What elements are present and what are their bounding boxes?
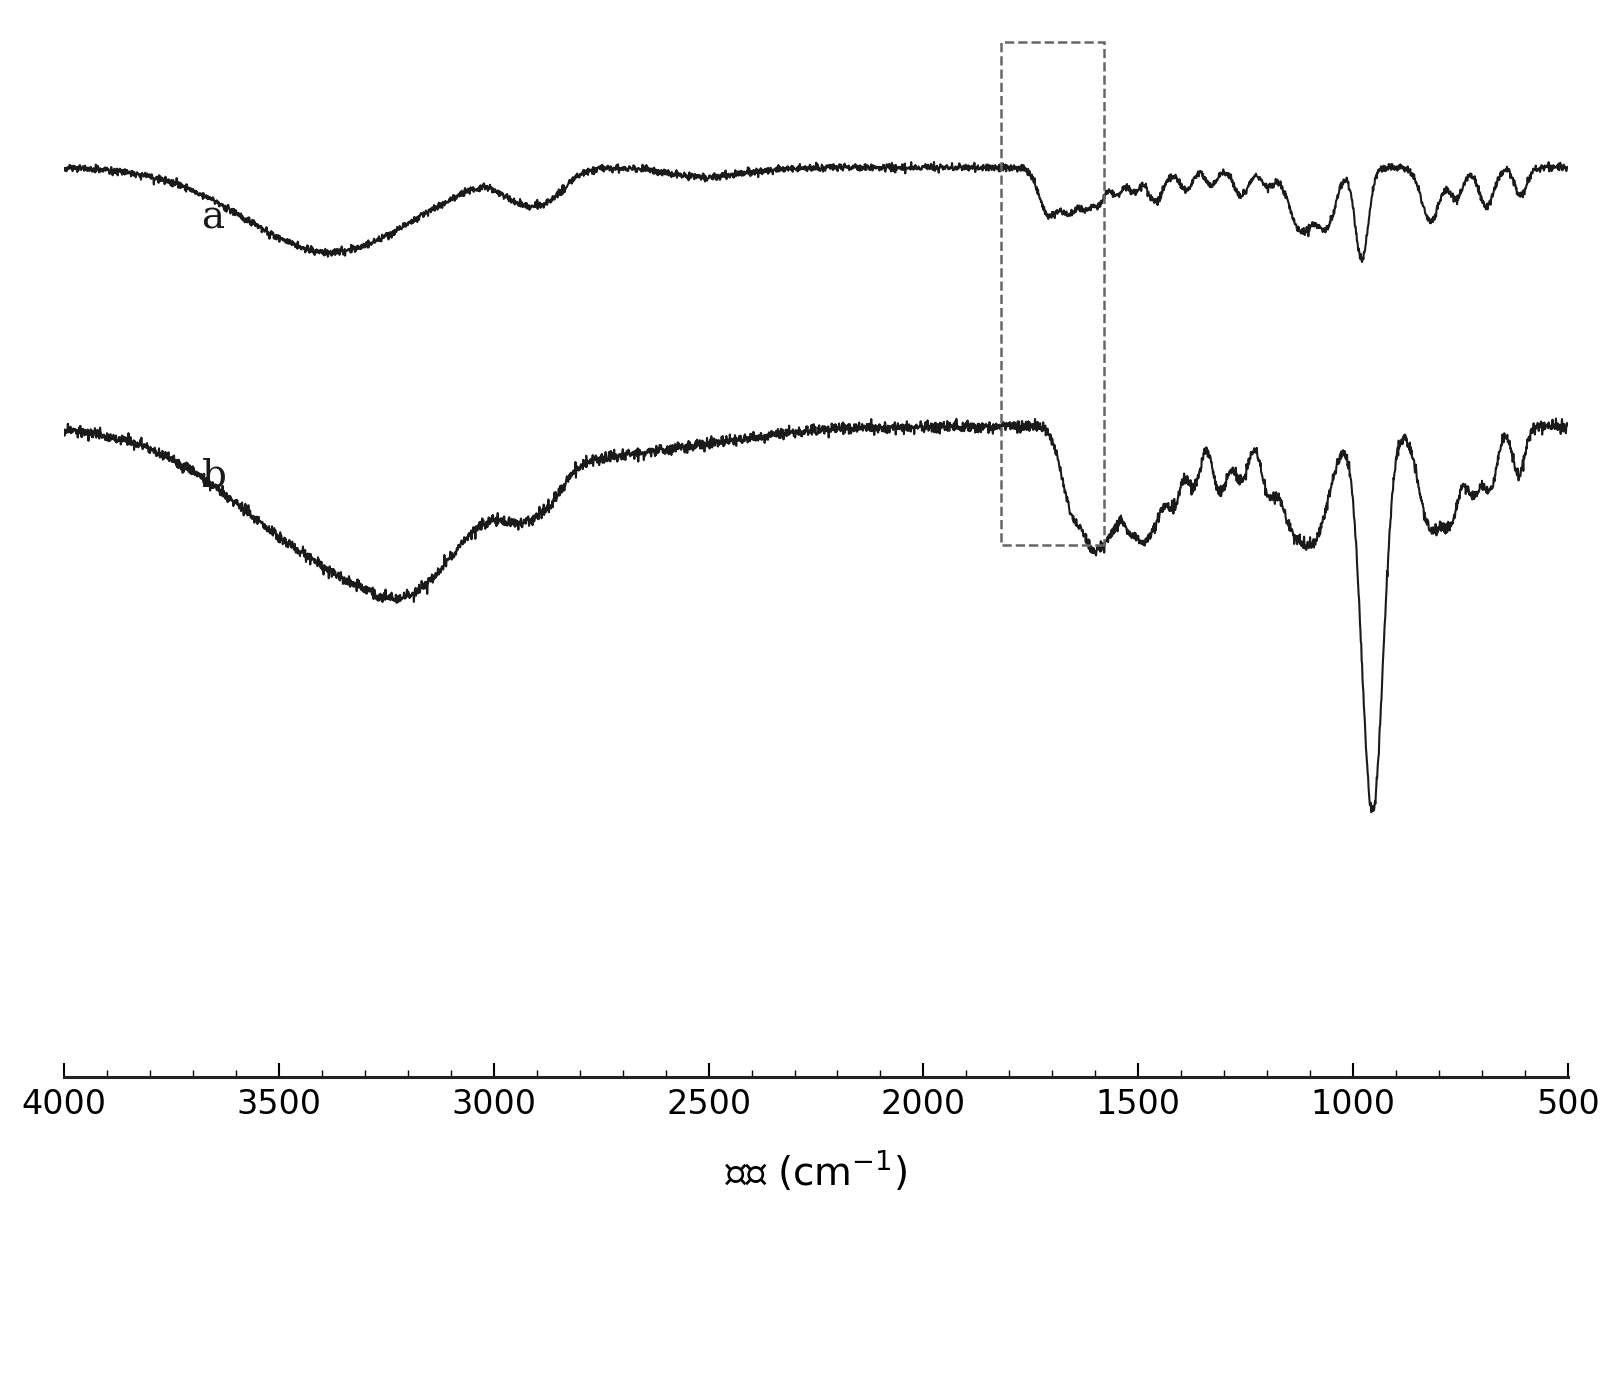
Bar	[1000, 41, 1104, 545]
X-axis label: 波数 (cm$^{-1}$): 波数 (cm$^{-1}$)	[725, 1149, 907, 1193]
Text: a: a	[202, 199, 224, 236]
Text: b: b	[202, 458, 226, 494]
